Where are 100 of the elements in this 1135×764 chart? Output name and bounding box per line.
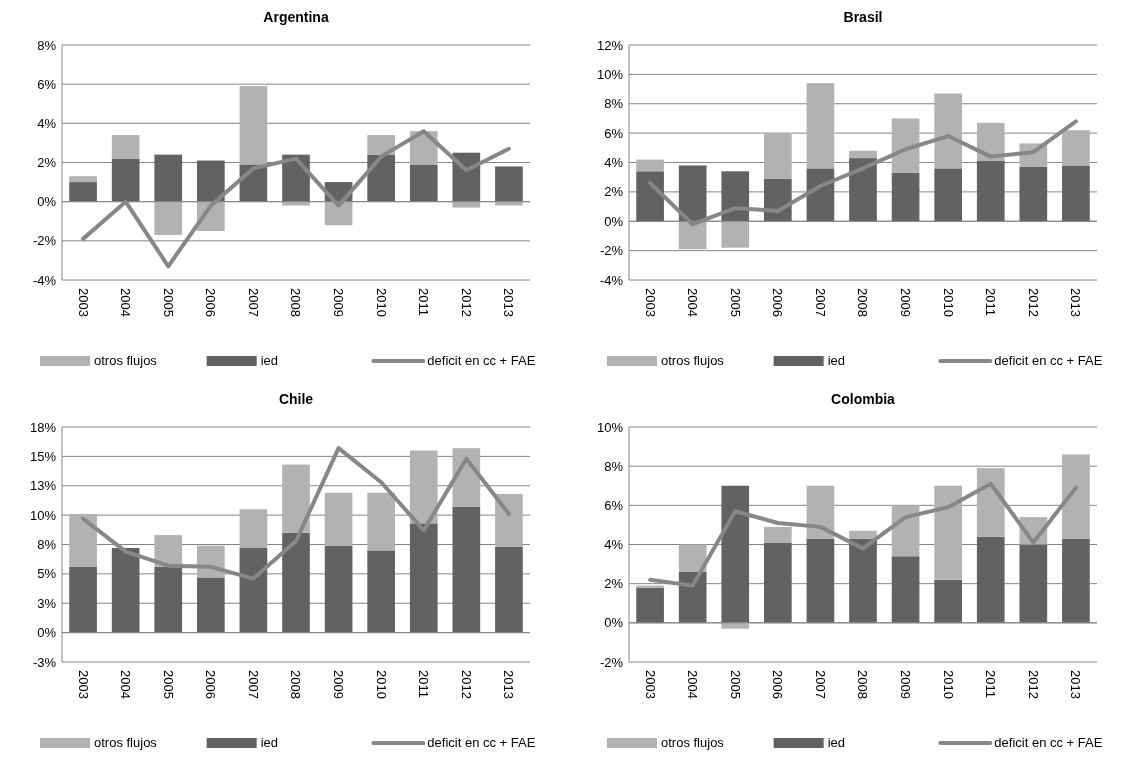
legend-label: ied bbox=[260, 735, 279, 750]
y-tick-label: 6% bbox=[604, 497, 624, 513]
y-tick-label: 8% bbox=[37, 537, 57, 553]
bar bbox=[452, 201, 481, 208]
x-tick-label: 2004 bbox=[118, 670, 134, 699]
bar bbox=[678, 571, 707, 623]
bar bbox=[239, 548, 268, 633]
y-tick-label: -2% bbox=[32, 233, 57, 249]
bar bbox=[636, 171, 664, 222]
bar bbox=[636, 587, 664, 623]
y-tick-label: 0% bbox=[604, 615, 624, 631]
bar bbox=[1062, 165, 1090, 222]
bar bbox=[849, 530, 877, 539]
bar bbox=[282, 532, 310, 633]
bar bbox=[69, 566, 97, 633]
y-tick-label: 4% bbox=[37, 115, 57, 131]
bar bbox=[495, 493, 523, 547]
bar bbox=[806, 485, 835, 539]
x-tick-label: 2011 bbox=[983, 288, 999, 316]
y-tick-label: 10% bbox=[596, 419, 624, 435]
x-tick-label: 2007 bbox=[812, 670, 828, 699]
bar bbox=[849, 150, 877, 159]
bar bbox=[282, 464, 310, 533]
y-tick-label: 13% bbox=[29, 478, 57, 494]
y-tick-label: 2% bbox=[604, 184, 624, 200]
bar bbox=[324, 545, 353, 633]
x-tick-label: 2013 bbox=[501, 288, 517, 317]
x-tick-label: 2013 bbox=[1068, 670, 1084, 699]
bar bbox=[495, 201, 523, 206]
bar bbox=[891, 118, 920, 173]
x-tick-label: 2012 bbox=[458, 670, 474, 699]
x-tick-label: 2008 bbox=[855, 670, 871, 699]
y-tick-label: 18% bbox=[29, 419, 57, 435]
legend-label: deficit en cc + FAE bbox=[994, 735, 1103, 750]
y-tick-label: -2% bbox=[599, 654, 624, 670]
x-tick-label: 2010 bbox=[940, 288, 956, 317]
y-tick-label: 2% bbox=[37, 155, 57, 171]
legend-label: otros flujos bbox=[94, 353, 158, 368]
x-tick-label: 2011 bbox=[416, 670, 432, 698]
legend-label: deficit en cc + FAE bbox=[994, 353, 1103, 368]
x-tick-label: 2003 bbox=[75, 670, 91, 699]
chart-title: Argentina bbox=[263, 9, 329, 25]
bar bbox=[721, 171, 750, 222]
x-tick-label: 2012 bbox=[1025, 670, 1041, 699]
legend-label: deficit en cc + FAE bbox=[427, 735, 536, 750]
bar bbox=[934, 93, 963, 169]
x-tick-label: 2007 bbox=[245, 670, 261, 699]
bar bbox=[849, 538, 877, 623]
bar bbox=[367, 550, 396, 633]
y-tick-label: 6% bbox=[37, 76, 57, 92]
y-tick-label: 8% bbox=[604, 96, 624, 112]
bar bbox=[69, 513, 97, 567]
x-tick-label: 2004 bbox=[118, 288, 134, 317]
bar bbox=[452, 506, 481, 633]
bar bbox=[1062, 130, 1090, 166]
chart-title: Chile bbox=[278, 391, 314, 407]
x-tick-label: 2004 bbox=[685, 288, 701, 317]
bar bbox=[154, 201, 183, 235]
bar bbox=[1019, 544, 1048, 623]
bar bbox=[69, 176, 97, 183]
y-tick-label: 5% bbox=[37, 566, 57, 582]
bar bbox=[891, 556, 920, 623]
y-tick-label: 4% bbox=[604, 537, 624, 553]
x-tick-label: 2012 bbox=[458, 288, 474, 317]
x-tick-label: 2008 bbox=[288, 288, 304, 317]
legend-label: deficit en cc + FAE bbox=[427, 353, 536, 368]
x-tick-label: 2011 bbox=[983, 670, 999, 698]
x-tick-label: 2010 bbox=[940, 670, 956, 699]
y-tick-label: 8% bbox=[37, 37, 57, 53]
bar bbox=[636, 159, 664, 172]
bar bbox=[1062, 538, 1090, 623]
bar bbox=[324, 201, 353, 226]
bar bbox=[196, 160, 225, 202]
bar bbox=[111, 548, 140, 633]
bar bbox=[196, 577, 225, 633]
bar bbox=[934, 579, 963, 623]
bar bbox=[849, 158, 877, 222]
bar bbox=[324, 492, 353, 546]
y-tick-label: -3% bbox=[32, 654, 57, 670]
bar bbox=[976, 161, 1005, 222]
bar bbox=[239, 509, 268, 549]
bar bbox=[154, 154, 183, 202]
legend-label: otros flujos bbox=[661, 353, 725, 368]
bar bbox=[678, 221, 707, 250]
bar bbox=[409, 164, 438, 202]
x-tick-label: 2013 bbox=[501, 670, 517, 699]
bar bbox=[495, 166, 523, 202]
x-tick-label: 2005 bbox=[160, 288, 176, 317]
bar bbox=[678, 544, 707, 572]
x-tick-label: 2011 bbox=[416, 288, 432, 316]
bar bbox=[282, 201, 310, 206]
bar bbox=[721, 221, 750, 248]
x-tick-label: 2006 bbox=[203, 288, 219, 317]
chart-title: Colombia bbox=[831, 391, 896, 407]
x-tick-label: 2003 bbox=[642, 670, 658, 699]
y-tick-label: 0% bbox=[37, 625, 57, 641]
bar bbox=[367, 154, 396, 202]
x-tick-label: 2009 bbox=[898, 670, 914, 699]
x-tick-label: 2003 bbox=[75, 288, 91, 317]
y-tick-label: 15% bbox=[29, 448, 57, 464]
